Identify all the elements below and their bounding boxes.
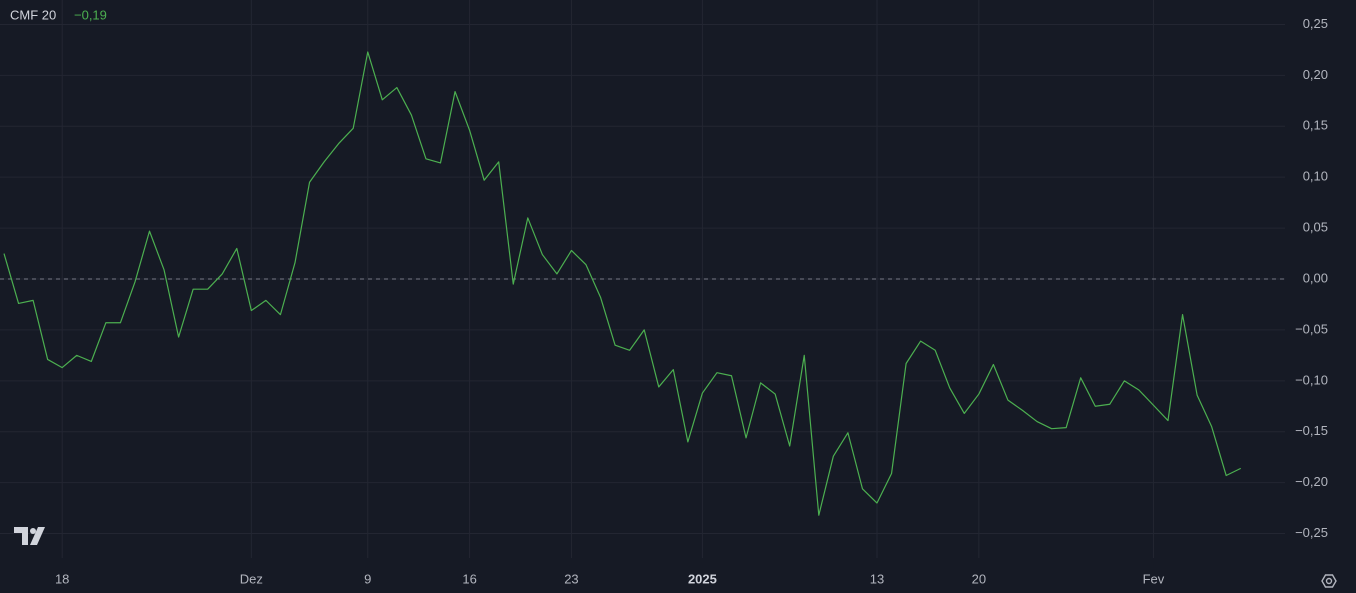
x-tick-label: Dez (240, 571, 263, 586)
y-tick-label: 0,15 (1303, 118, 1328, 133)
x-tick-label: 13 (870, 571, 884, 586)
y-tick-label: −0,15 (1295, 423, 1328, 438)
y-tick-label: −0,20 (1295, 474, 1328, 489)
x-tick-label: 20 (972, 571, 986, 586)
y-tick-label: −0,05 (1295, 321, 1328, 336)
x-tick-label: 2025 (688, 571, 717, 586)
x-tick-label: 16 (462, 571, 476, 586)
y-tick-label: 0,00 (1303, 270, 1328, 285)
x-tick-label: Fev (1143, 571, 1165, 586)
tv-logo (14, 527, 45, 545)
grid (0, 0, 1285, 558)
legend-name: CMF 20 (10, 7, 56, 22)
y-tick-label: 0,05 (1303, 220, 1328, 235)
x-tick-label: 23 (564, 571, 578, 586)
y-tick-label: −0,10 (1295, 372, 1328, 387)
x-tick-label: 18 (55, 571, 69, 586)
x-tick-label: 9 (364, 571, 371, 586)
y-tick-label: −0,25 (1295, 525, 1328, 540)
y-tick-label: 0,10 (1303, 169, 1328, 184)
y-tick-label: 0,20 (1303, 67, 1328, 82)
y-tick-label: 0,25 (1303, 16, 1328, 31)
line-series (3, 51, 1242, 516)
plot (3, 51, 1242, 516)
legend-value: −0,19 (74, 7, 107, 22)
settings-icon[interactable] (1321, 574, 1337, 588)
